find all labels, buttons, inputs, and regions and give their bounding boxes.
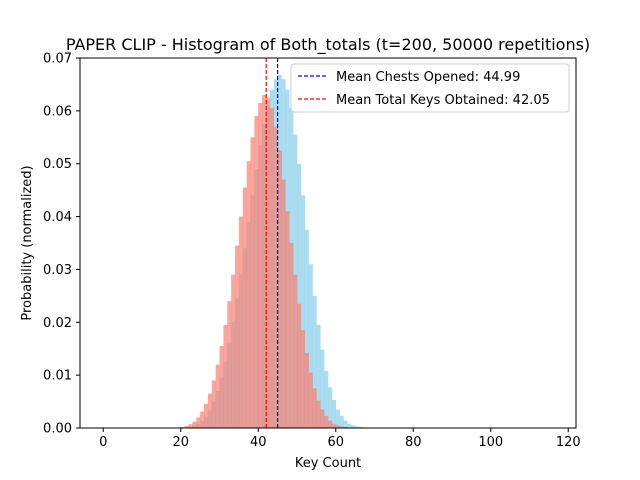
histogram-bar	[343, 420, 348, 428]
histogram-bar	[223, 324, 228, 428]
histogram-bar	[277, 150, 282, 428]
histogram-bar	[347, 423, 352, 428]
histogram-bar	[238, 216, 244, 428]
histogram-bar	[304, 352, 309, 428]
y-tick-label: 0.03	[43, 263, 72, 278]
x-tick-label: 80	[405, 435, 422, 450]
y-tick-label: 0.02	[43, 316, 72, 331]
histogram-bar	[273, 126, 278, 429]
histogram-bar	[227, 301, 232, 428]
histogram-bar	[339, 426, 344, 428]
legend-box	[290, 63, 570, 113]
histogram-bar	[339, 415, 344, 428]
histogram-bar	[196, 417, 201, 428]
mean-lines	[265, 58, 279, 428]
histogram-bar	[328, 387, 333, 428]
histogram-bar	[297, 163, 302, 428]
histogram-bar	[328, 420, 333, 428]
histogram-bar	[246, 161, 251, 428]
x-tick-label: 0	[99, 435, 107, 450]
y-tick-label: 0.05	[43, 157, 72, 172]
histogram-bar	[331, 399, 337, 428]
x-axis-ticks: 0 20 40 60 80 100 120	[99, 428, 581, 450]
histogram-bar	[211, 380, 216, 428]
histogram-bar	[304, 229, 309, 428]
histogram-bar	[215, 364, 220, 428]
histogram-bar	[308, 264, 313, 428]
histogram-bar	[320, 409, 325, 428]
y-tick-label: 0.07	[43, 52, 72, 67]
histogram-bar	[343, 426, 348, 428]
legend-label-keys: Mean Total Keys Obtained: 42.05	[336, 93, 550, 108]
histogram-bar	[200, 411, 205, 428]
histogram-bar	[266, 97, 271, 428]
histogram-bar	[250, 137, 255, 429]
histogram-bar	[355, 426, 360, 428]
histogram-bar	[184, 425, 189, 428]
histogram-bar	[262, 95, 267, 428]
histogram-bar	[231, 274, 236, 428]
histogram-bar	[312, 295, 317, 428]
axes-frame	[79, 57, 577, 429]
histogram-bar	[316, 324, 321, 428]
histogram-bar	[331, 423, 337, 428]
series-total-keys	[180, 95, 352, 429]
y-tick-label: 0.00	[43, 422, 72, 437]
histogram-bar	[192, 421, 197, 428]
y-tick-label: 0.01	[43, 369, 72, 384]
histogram-bar	[300, 195, 306, 428]
y-axis-ticks: 0.00 0.01 0.02 0.03 0.04 0.05 0.06 0.07	[43, 52, 80, 437]
histogram-bar	[207, 393, 213, 428]
histogram-bar	[242, 187, 247, 428]
histogram-bar	[359, 426, 364, 428]
x-tick-label: 120	[556, 435, 581, 450]
x-axis-label: Key Count	[295, 456, 361, 471]
histogram-bar	[269, 108, 275, 429]
histogram-bar	[297, 303, 302, 428]
histogram-bar	[335, 425, 340, 428]
histogram-bar	[289, 243, 294, 428]
x-tick-label: 60	[327, 435, 344, 450]
y-axis-label: Probability (normalized)	[20, 165, 35, 320]
histogram-bar	[204, 403, 209, 428]
histogram-bars	[180, 74, 368, 429]
legend: Mean Chests Opened: 44.99 Mean Total Key…	[290, 63, 570, 113]
histogram-bar	[254, 116, 259, 428]
y-tick-label: 0.04	[43, 210, 72, 225]
histogram-bar	[320, 349, 325, 428]
histogram-bar	[188, 424, 193, 428]
x-tick-label: 40	[250, 435, 267, 450]
histogram-bar	[351, 425, 356, 428]
histogram-bar	[300, 330, 306, 428]
histogram-bar	[285, 211, 290, 428]
x-tick-label: 100	[478, 435, 503, 450]
chart-title: PAPER CLIP - Histogram of Both_totals (t…	[66, 35, 590, 55]
histogram-bar	[258, 102, 263, 429]
y-tick-label: 0.06	[43, 104, 72, 119]
histogram-bar	[312, 388, 317, 428]
histogram-bar	[308, 372, 313, 428]
histogram-bar	[180, 426, 185, 428]
x-tick-label: 20	[172, 435, 189, 450]
histogram-bar	[293, 274, 298, 428]
histogram-bar	[235, 245, 240, 428]
histogram-bar	[281, 179, 286, 428]
histogram-bar	[324, 415, 329, 428]
histogram-bar	[316, 400, 321, 428]
histogram-bar	[219, 346, 224, 428]
histogram-bar	[335, 409, 340, 428]
histogram-bar	[324, 370, 329, 428]
legend-label-chests: Mean Chests Opened: 44.99	[336, 70, 520, 85]
